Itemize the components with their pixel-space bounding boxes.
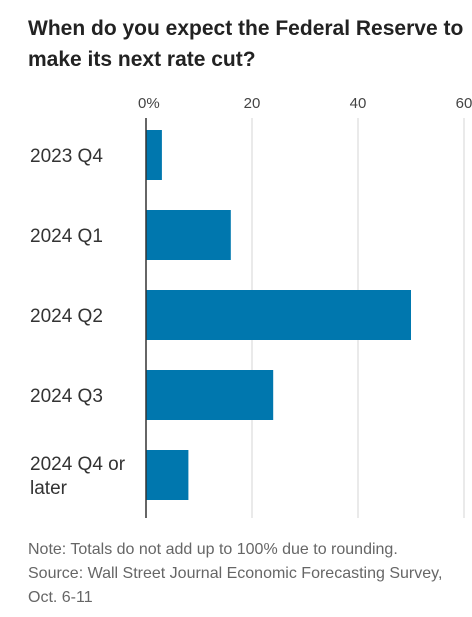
bars	[146, 130, 411, 500]
category-label: 2024 Q2	[30, 306, 103, 327]
bar	[146, 370, 274, 420]
note-text: Note: Totals do not add up to 100% due t…	[28, 541, 398, 558]
bar	[146, 290, 411, 340]
bar	[146, 210, 231, 260]
category-label: 2024 Q3	[30, 386, 103, 407]
source-text: Source: Wall Street Journal Economic For…	[28, 565, 443, 606]
x-tick-label: 20	[244, 95, 261, 112]
x-tick-label: 0%	[138, 95, 160, 112]
bar	[146, 130, 162, 180]
x-tick-label: 40	[350, 95, 367, 112]
category-labels: 2023 Q4 2024 Q1 2024 Q2 2024 Q3 2024 Q4 or la…	[30, 146, 126, 499]
category-label: 2024 Q1	[30, 226, 103, 247]
x-axis-ticks: 0% 20 40 60	[138, 95, 472, 112]
x-tick-label: 60	[456, 95, 472, 112]
bar	[146, 450, 189, 500]
chart-title: When do you expect the Federal Reserve t…	[28, 17, 464, 71]
category-label: 2023 Q4	[30, 146, 103, 167]
category-label: 2024 Q4 or later	[30, 454, 126, 499]
chart-note: Note: Totals do not add up to 100% due t…	[28, 538, 468, 610]
